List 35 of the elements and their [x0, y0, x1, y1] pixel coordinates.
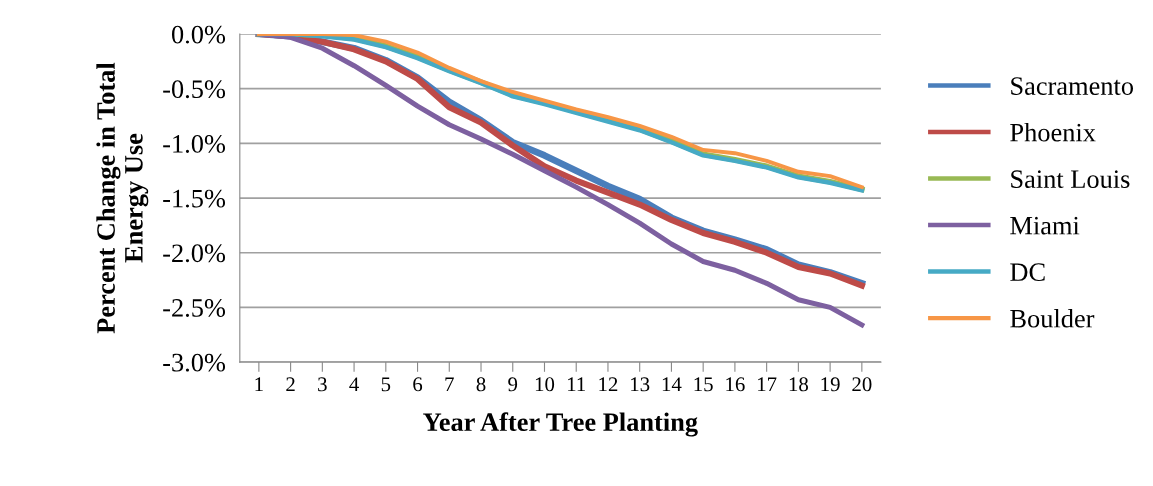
x-tick-label: 11 — [568, 377, 585, 392]
legend-label: Saint Louis — [1011, 170, 1130, 189]
legend-label: Phoenix — [1010, 122, 1096, 142]
y-tick-label: -1.0% — [163, 134, 226, 153]
y-tick-label: 0.0% — [171, 25, 226, 44]
x-tick-label: 8 — [476, 377, 486, 392]
x-tick-label: 2 — [286, 377, 295, 392]
y-tick-label: -3.0% — [163, 353, 226, 372]
x-tick-label: 7 — [445, 377, 454, 392]
x-tick-label: 6 — [413, 377, 423, 392]
x-tick-label: 3 — [318, 377, 327, 392]
x-tick-label: 5 — [381, 377, 391, 392]
legend-label: Miami — [1010, 216, 1080, 235]
x-tick-label: 1 — [255, 377, 263, 392]
x-axis-title: Year After Tree Planting — [423, 412, 698, 437]
x-tick-label: 19 — [821, 377, 840, 392]
x-tick-label: 16 — [726, 377, 745, 392]
y-tick-label: -1.5% — [163, 189, 226, 208]
x-tick-label: 9 — [508, 377, 518, 392]
x-tick-label: 10 — [535, 377, 555, 392]
y-tick-label: -2.0% — [163, 244, 226, 263]
legend-label: DC — [1010, 263, 1045, 282]
x-tick-label: 14 — [662, 377, 682, 392]
x-tick-label: 15 — [694, 377, 713, 392]
y-tick-label: -2.5% — [163, 299, 226, 317]
x-tick-label: 18 — [789, 377, 808, 392]
y-tick-label: -0.5% — [163, 80, 226, 99]
x-tick-label: 4 — [349, 377, 359, 392]
x-tick-label: 20 — [852, 377, 872, 392]
y-axis-title: Percent Change in Total Energy Use — [96, 62, 149, 334]
x-tick-label: 12 — [599, 377, 618, 392]
legend-label: Sacramento — [1011, 77, 1134, 95]
legend-label: Boulder — [1010, 309, 1095, 328]
x-tick-label: 13 — [631, 377, 650, 392]
x-tick-label: 17 — [758, 377, 777, 392]
